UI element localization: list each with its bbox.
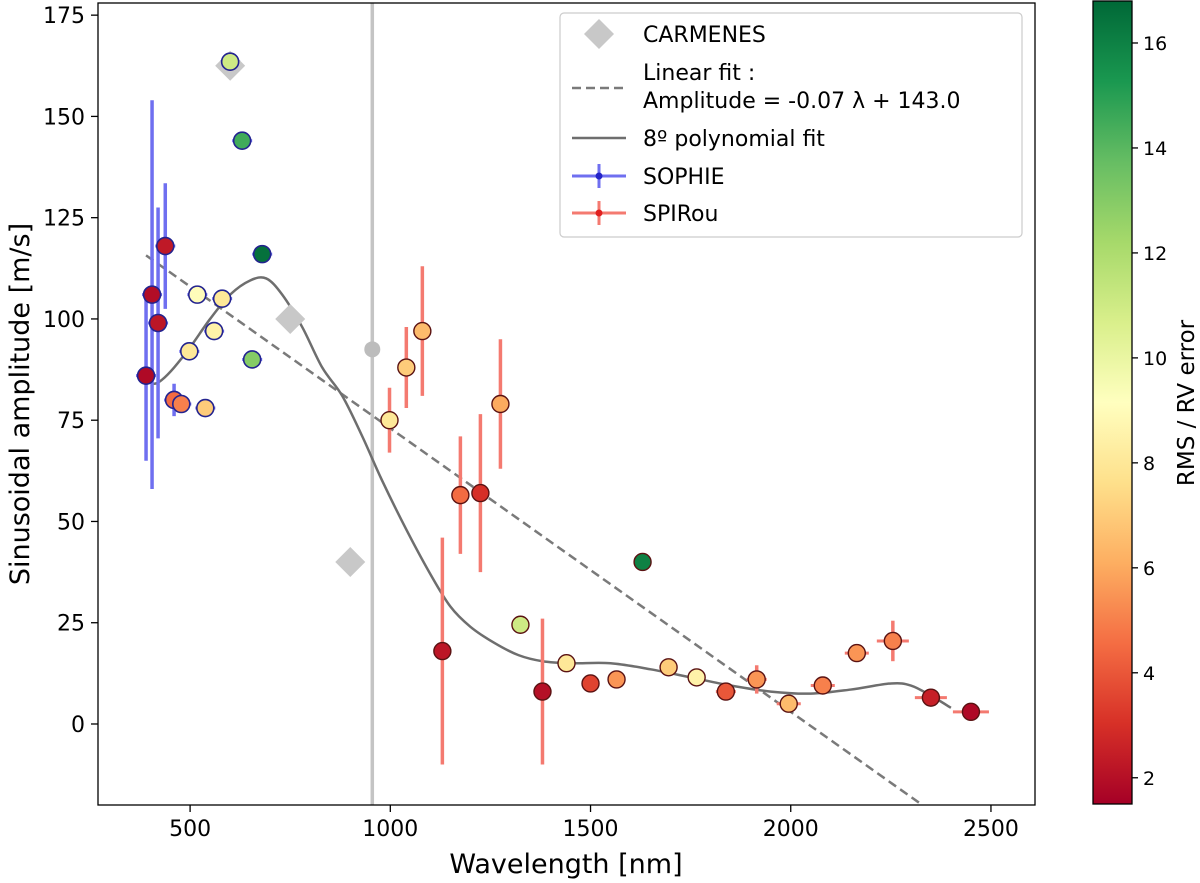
sophie-point [212,289,232,308]
spirou-point [533,682,552,701]
axes-layer: 500 1000 1500 2000 2500 0 25 50 75 100 125 150 175 [43,2,1036,842]
spirou-point [491,394,510,414]
sophie-point [155,236,175,256]
legend-linear-equation: Amplitude = -0.07 λ + 143.0 [643,89,961,114]
x-tick-label: 1500 [563,817,619,842]
spirou-point [659,658,678,677]
colorbar-tick-label: 10 [1143,348,1167,370]
colorbar-tick-label: 8 [1143,453,1155,475]
spirou-point [607,670,626,689]
y-tick-label: 0 [71,713,85,738]
spirou-point [581,674,600,693]
spirou-point [633,552,652,572]
spirou-point [471,483,490,503]
carmenes-point [335,546,366,577]
spirou-point [397,358,416,377]
y-tick-label: 100 [43,308,85,333]
y-axis-label: Sinusoidal amplitude [m/s] [5,223,36,585]
spirou-point [961,702,981,722]
data-points-layer [136,50,989,765]
spirou-point [413,321,432,341]
spirou-point [813,676,832,695]
legend-carmenes-marker [584,19,614,49]
spirou-point [687,668,706,687]
gray-data-point [364,341,381,358]
sophie-point [220,52,240,72]
y-tick-label: 75 [57,409,85,434]
spirou-point [847,643,867,663]
sophie-point [204,321,224,341]
spirou-point [716,682,736,701]
colorbar-tick-label: 12 [1143,243,1167,265]
legend-sophie-label: SOPHIE [643,165,724,190]
y-tick-label: 150 [43,105,85,130]
sophie-point [188,285,207,304]
sophie-point [232,131,252,151]
colorbar-gradient [1092,0,1133,805]
spirou-point [433,641,452,661]
colorbar-tick-label: 6 [1143,558,1155,580]
legend-box [559,12,1023,238]
colorbar-tick-label: 14 [1143,138,1167,160]
x-axis-label: Wavelength [nm] [449,849,682,879]
sophie-point [142,285,162,304]
spirou-point [747,670,766,689]
carmenes-point [275,303,306,334]
spirou-point [511,615,530,634]
x-tick-label: 2000 [763,817,819,842]
y-tick-label: 125 [43,207,85,232]
colorbar: 2 4 6 8 10 12 14 16 [1092,0,1167,805]
colorbar-label: RMS / RV error [1174,319,1200,486]
linear-fit-line [145,254,920,804]
legend-poly-label: 8º polynomial fit [643,127,825,152]
legend-carmenes-label: CARMENES [643,23,766,48]
y-tick-label: 50 [57,510,85,535]
colorbar-tick-label: 4 [1143,663,1155,685]
legend-sophie-marker [595,172,603,180]
legend-linear-label: Linear fit : [643,61,755,86]
sophie-point [242,350,262,369]
x-tick-label: 1000 [362,817,418,842]
spirou-point [380,411,399,430]
legend-spirou-label: SPIRou [643,202,718,227]
sophie-point [196,398,215,418]
spirou-point [921,688,941,707]
spirou-point [779,694,798,713]
spirou-point [451,485,470,505]
x-tick-label: 2500 [963,817,1019,842]
colorbar-tick-label: 16 [1143,33,1167,55]
sophie-point [179,342,199,361]
colorbar-tick-label: 2 [1143,768,1155,790]
spirou-point [557,654,576,673]
x-tick-label: 500 [169,817,211,842]
legend: CARMENES Linear fit : Amplitude = -0.07 λ … [559,12,1023,238]
legend-spirou-marker [595,209,603,217]
sophie-point [148,313,168,333]
spirou-point [883,631,903,651]
sophie-point [171,394,191,414]
y-tick-label: 25 [57,612,85,637]
plot-frame [97,2,1036,806]
y-tick-label: 175 [43,4,85,29]
sophie-point [252,244,272,264]
sophie-point [136,366,156,385]
